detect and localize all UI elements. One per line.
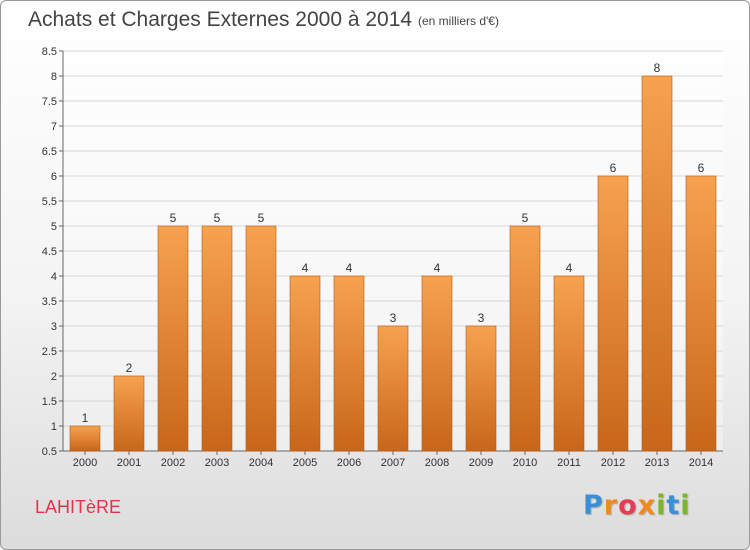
- x-tick-label: 2010: [513, 457, 537, 469]
- bar: [641, 75, 673, 452]
- logo-letter: t: [666, 490, 681, 521]
- bar: [509, 225, 541, 452]
- bar-value-label: 3: [478, 311, 485, 325]
- bar: [553, 275, 585, 452]
- proxiti-logo[interactable]: Proxiti: [583, 490, 691, 521]
- y-tick-label: 2.5: [42, 346, 57, 358]
- bar-value-label: 6: [610, 161, 617, 175]
- x-tick-label: 2009: [469, 457, 493, 469]
- y-tick-label: 6.5: [42, 146, 57, 158]
- bar: [421, 275, 453, 452]
- bar: [597, 175, 629, 452]
- bar-value-label: 2: [126, 361, 133, 375]
- bar-value-label: 5: [170, 211, 177, 225]
- commune-name: LAHITèRE: [35, 497, 122, 517]
- x-tick-label: 2004: [249, 457, 273, 469]
- x-tick-label: 2007: [381, 457, 405, 469]
- bar: [245, 225, 277, 452]
- bar-value-label: 6: [698, 161, 705, 175]
- bar-value-label: 5: [214, 211, 221, 225]
- bar: [333, 275, 365, 452]
- bar: [685, 175, 717, 452]
- bar: [289, 275, 321, 452]
- logo-letter: i: [656, 490, 667, 521]
- x-tick-label: 2000: [73, 457, 97, 469]
- x-tick-label: 2003: [205, 457, 229, 469]
- y-tick-label: 0.5: [42, 446, 57, 458]
- bar: [157, 225, 189, 452]
- bar: [69, 425, 101, 452]
- x-tick-label: 2005: [293, 457, 317, 469]
- logo-letter: o: [618, 490, 638, 521]
- y-tick-label: 4.5: [42, 246, 57, 258]
- y-tick-label: 4: [51, 271, 57, 283]
- x-tick-label: 2008: [425, 457, 449, 469]
- bar-value-label: 8: [654, 61, 661, 75]
- x-tick-label: 2002: [161, 457, 185, 469]
- chart-unit: (en milliers d'€): [418, 14, 499, 28]
- y-tick-label: 8: [51, 71, 57, 83]
- x-tick-label: 2013: [645, 457, 669, 469]
- bar: [465, 325, 497, 452]
- bar: [201, 225, 233, 452]
- x-tick-label: 2011: [557, 457, 581, 469]
- y-tick-label: 6: [51, 171, 57, 183]
- bar-value-label: 4: [302, 261, 309, 275]
- bar-value-label: 4: [566, 261, 573, 275]
- bar: [377, 325, 409, 452]
- y-tick-label: 7: [51, 121, 57, 133]
- x-tick-label: 2001: [117, 457, 141, 469]
- bar-value-label: 4: [434, 261, 441, 275]
- y-tick-label: 8.5: [42, 46, 57, 58]
- y-tick-label: 5.5: [42, 196, 57, 208]
- y-tick-label: 7.5: [42, 96, 57, 108]
- bar-value-label: 1: [82, 411, 89, 425]
- x-tick-label: 2006: [337, 457, 361, 469]
- bar-value-label: 4: [346, 261, 353, 275]
- logo-letter: P: [583, 490, 604, 521]
- x-tick-label: 2014: [689, 457, 713, 469]
- y-tick-label: 2: [51, 371, 57, 383]
- bar-value-label: 3: [390, 311, 397, 325]
- y-tick-label: 3: [51, 321, 57, 333]
- bar-value-label: 5: [522, 211, 529, 225]
- bar: [113, 375, 145, 452]
- y-tick-label: 1: [51, 421, 57, 433]
- y-tick-label: 5: [51, 221, 57, 233]
- y-tick-label: 3.5: [42, 296, 57, 308]
- logo-letter: r: [603, 490, 619, 521]
- x-tick-label: 2012: [601, 457, 625, 469]
- chart-title: Achats et Charges Externes 2000 à 2014: [28, 8, 413, 31]
- logo-letter: i: [680, 490, 691, 521]
- bar-value-label: 5: [258, 211, 265, 225]
- y-tick-label: 1.5: [42, 396, 57, 408]
- logo-letter: x: [637, 490, 657, 521]
